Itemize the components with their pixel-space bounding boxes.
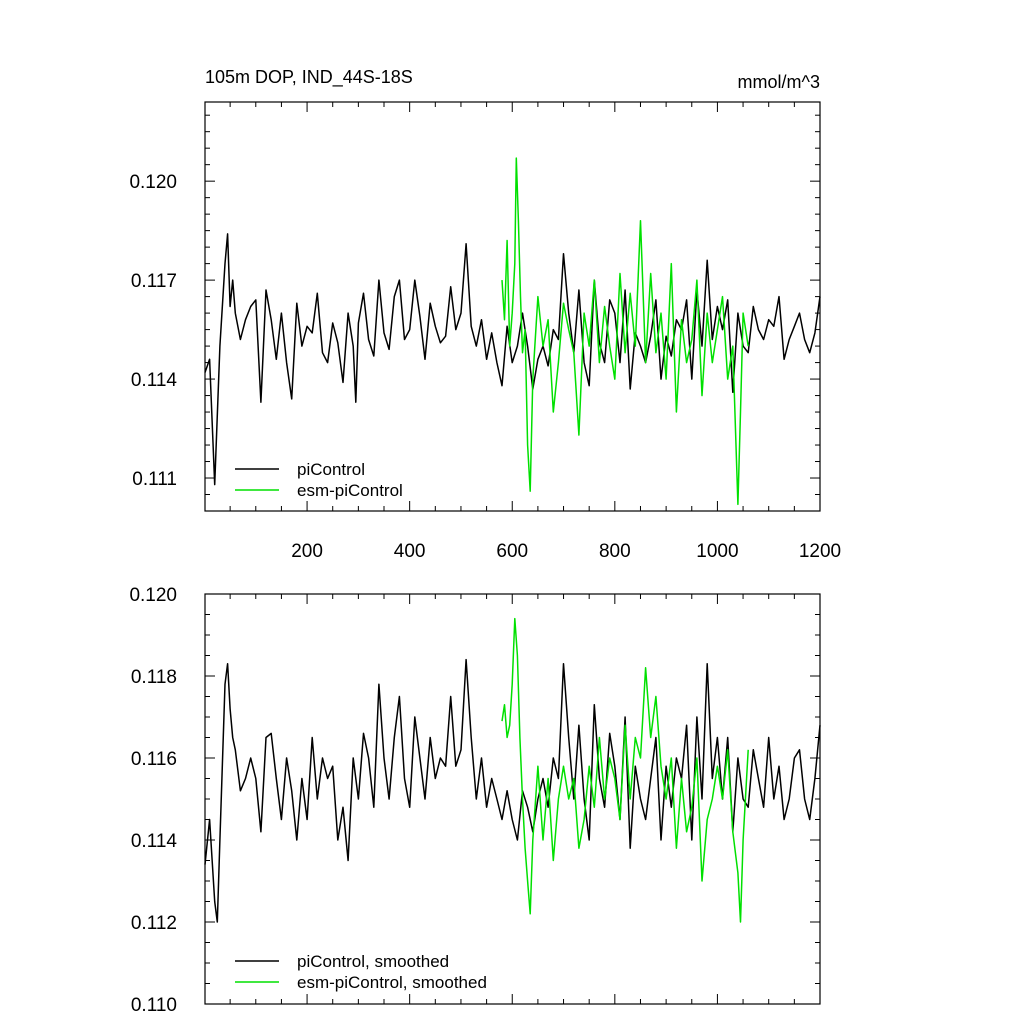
series-line-picontrol bbox=[204, 233, 821, 486]
y-tick-label: 0.114 bbox=[131, 831, 178, 852]
top-series bbox=[204, 157, 821, 506]
series-line-esm-picontrol bbox=[501, 617, 749, 923]
y-tick-label: 0.114 bbox=[131, 370, 178, 391]
x-tick-label: 1200 bbox=[799, 541, 841, 562]
top-plot-frame bbox=[204, 101, 821, 512]
y-tick-label: 0.117 bbox=[131, 271, 177, 292]
y-tick-label: 0.112 bbox=[131, 913, 177, 934]
top-chart-title: 105m DOP, IND_44S-18S bbox=[205, 67, 413, 88]
legend-label-picontrol-smoothed: piControl, smoothed bbox=[297, 952, 449, 971]
series-line-esm-picontrol bbox=[501, 157, 749, 506]
y-tick-label: 0.120 bbox=[129, 585, 177, 606]
bottom-ticks: 0.110 0.112 0.114 0.116 0.118 0.120 bbox=[129, 585, 821, 1016]
x-tick-label: 400 bbox=[394, 541, 426, 562]
y-tick-label: 0.110 bbox=[131, 995, 177, 1016]
y-tick-label: 0.120 bbox=[129, 172, 177, 193]
x-tick-label: 1000 bbox=[696, 541, 738, 562]
series-line-picontrol bbox=[204, 658, 821, 923]
x-tick-label: 800 bbox=[599, 541, 631, 562]
x-tick-label: 600 bbox=[496, 541, 528, 562]
bottom-panel: 0.110 0.112 0.114 0.116 0.118 0.120 piControl… bbox=[129, 585, 821, 1016]
y-tick-label: 0.118 bbox=[131, 667, 177, 688]
bottom-plot-frame bbox=[204, 593, 821, 1005]
legend-label-picontrol: piControl bbox=[297, 460, 365, 479]
legend-label-esm-smoothed: esm-piControl, smoothed bbox=[297, 973, 487, 992]
bottom-series bbox=[204, 617, 821, 923]
y-tick-label: 0.111 bbox=[132, 469, 177, 490]
top-chart-units: mmol/m^3 bbox=[738, 72, 820, 92]
bottom-legend: piControl, smoothed esm-piControl, smoot… bbox=[235, 952, 487, 992]
top-ticks: 0.111 0.114 0.117 0.120 200 400 600 800 1000 1200 bbox=[129, 102, 841, 562]
legend-label-esm: esm-piControl bbox=[297, 481, 403, 500]
y-tick-label: 0.116 bbox=[131, 749, 177, 770]
top-legend: piControl esm-piControl bbox=[235, 460, 403, 500]
top-panel: 105m DOP, IND_44S-18S mmol/m^3 0.1110.11… bbox=[129, 67, 841, 562]
x-tick-label: 200 bbox=[291, 541, 323, 562]
